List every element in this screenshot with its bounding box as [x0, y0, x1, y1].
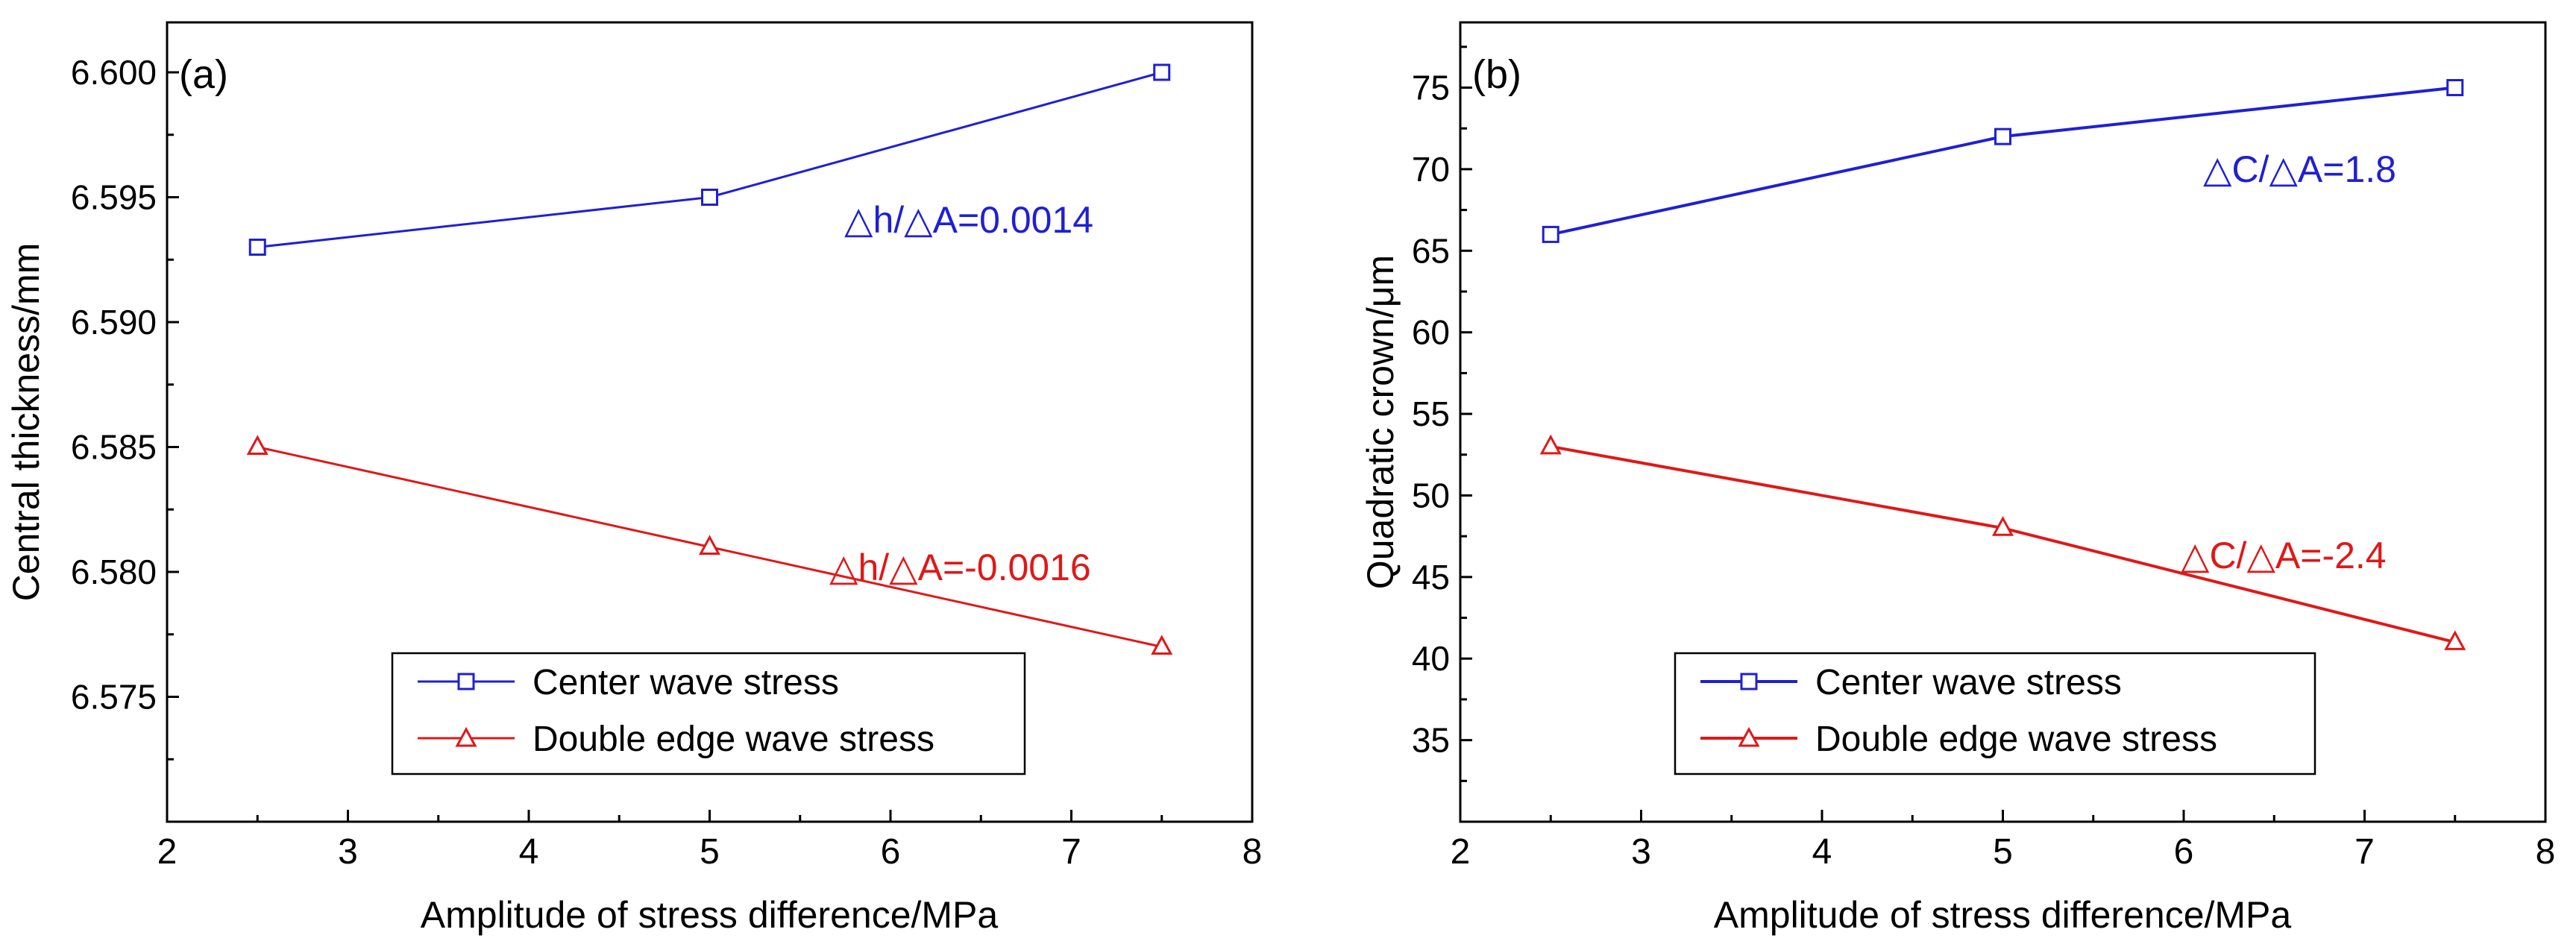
legend-box	[1674, 652, 2316, 775]
legend-box	[391, 652, 1026, 775]
legend-marker-triangle	[455, 726, 477, 747]
annotation-double-edge-wave: △h/△A=-0.0016	[829, 547, 1091, 588]
legend: Center wave stress Double edge wave stre…	[391, 652, 1026, 775]
x-tick-label: 4	[519, 832, 539, 872]
y-tick-label: 75	[1412, 69, 1450, 107]
y-tick-label: 6.575	[71, 678, 157, 717]
chart-panel-a: 2 3 4 5 6 7 8 6.575 6.580 6.585 6.590 6.595 6.600 (a…	[5, 21, 1263, 936]
y-axis-label: Central thickness/mm	[5, 243, 47, 602]
panel-label: (a)	[179, 52, 228, 97]
x-tick-label: 2	[1451, 832, 1471, 872]
x-tick-label: 4	[1812, 832, 1832, 872]
x-axis-label: Amplitude of stress difference/MPa	[1714, 894, 2292, 936]
data-point-triangle	[1539, 434, 1562, 455]
data-point-triangle	[246, 435, 268, 455]
legend-label-center-wave: Center wave stress	[533, 663, 839, 702]
legend-marker-square	[457, 673, 475, 690]
y-tick-label: 6.580	[71, 553, 157, 591]
y-tick-label: 35	[1412, 721, 1450, 760]
data-point-square	[248, 239, 266, 256]
x-tick-label: 7	[1061, 832, 1081, 872]
data-point-triangle	[698, 535, 721, 555]
y-tick-label: 6.595	[71, 178, 157, 217]
x-tick-label: 5	[1993, 832, 2013, 872]
y-axis-label: Quadratic crown/μm	[1360, 255, 1401, 589]
y-tick-label: 60	[1412, 313, 1450, 352]
data-point-square	[701, 189, 718, 206]
panel-label: (b)	[1472, 52, 1521, 97]
y-tick-label: 6.585	[71, 428, 157, 467]
y-tick-label: 70	[1412, 150, 1450, 189]
legend-marker-triangle	[1738, 726, 1760, 747]
x-tick-label: 7	[2354, 832, 2375, 872]
x-tick-label: 5	[700, 832, 720, 872]
x-tick-label: 6	[2174, 832, 2194, 872]
data-point-square	[1153, 63, 1171, 81]
x-tick-label: 6	[881, 832, 901, 872]
x-tick-label: 2	[157, 832, 178, 872]
x-tick-label: 8	[2536, 832, 2556, 872]
y-tick-label: 45	[1412, 558, 1450, 597]
data-point-square	[2446, 79, 2464, 97]
data-point-square	[1542, 225, 1559, 243]
data-point-square	[1994, 128, 2011, 145]
y-tick-label: 50	[1412, 476, 1450, 515]
annotation-center-wave: △h/△A=0.0014	[844, 199, 1093, 241]
legend-label-double-edge-wave: Double edge wave stress	[1815, 720, 2217, 759]
y-tick-label: 40	[1412, 639, 1450, 678]
annotation-center-wave: △C/△A=1.8	[2203, 148, 2396, 190]
legend-label-double-edge-wave: Double edge wave stress	[533, 720, 934, 759]
legend-label-center-wave: Center wave stress	[1815, 663, 2122, 702]
y-tick-label: 65	[1412, 231, 1450, 270]
legend-marker-square	[1740, 673, 1758, 690]
y-tick-label: 55	[1412, 394, 1450, 433]
data-point-triangle	[1991, 516, 2014, 536]
x-tick-label: 8	[1243, 832, 1263, 872]
x-axis-label: Amplitude of stress difference/MPa	[421, 894, 999, 936]
data-point-triangle	[2444, 630, 2466, 650]
x-tick-label: 3	[338, 832, 358, 872]
data-point-triangle	[1151, 635, 1173, 655]
y-tick-label: 6.590	[71, 303, 157, 342]
x-tick-label: 3	[1631, 832, 1651, 872]
annotation-double-edge-wave: △C/△A=-2.4	[2181, 535, 2387, 576]
y-tick-label: 6.600	[71, 53, 157, 92]
legend: Center wave stress Double edge wave stre…	[1674, 652, 2316, 775]
